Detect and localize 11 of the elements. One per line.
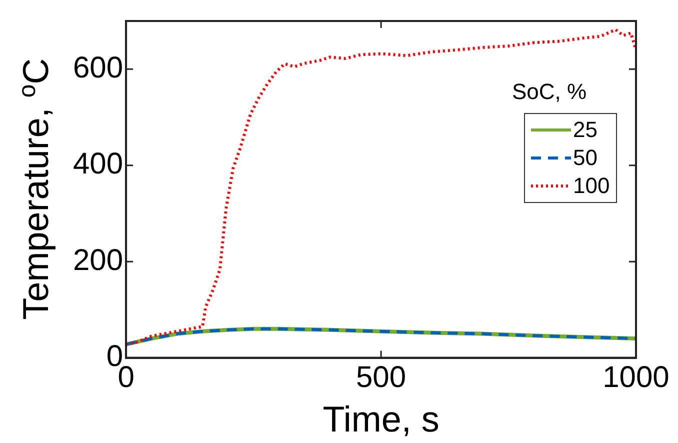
- legend-label: 50: [573, 145, 598, 171]
- y-tick-label: 200: [72, 244, 124, 277]
- y-tick-label: 400: [72, 148, 124, 181]
- x-tick-label: 500: [356, 361, 406, 394]
- y-tick-label: 600: [72, 51, 124, 84]
- x-axis-title: Time, s: [322, 398, 440, 440]
- legend-title: SoC, %: [512, 79, 588, 105]
- legend-label: 25: [573, 117, 598, 143]
- legend-label: 100: [573, 173, 610, 199]
- line-series: [126, 28, 636, 346]
- x-tick-label: 1000: [602, 361, 670, 394]
